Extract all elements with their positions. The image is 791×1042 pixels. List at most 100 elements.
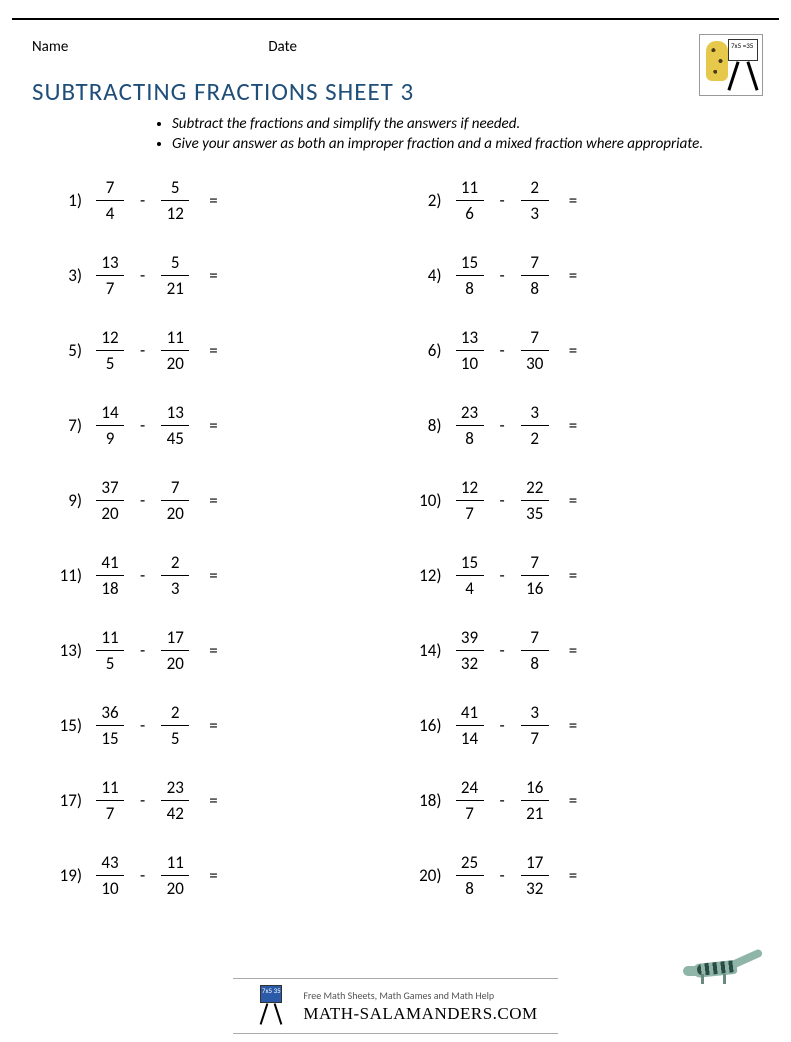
denominator: 10: [96, 875, 124, 899]
minus-operator: -: [140, 415, 145, 436]
worksheet-page: 7x5 =35 Name Date SUBTRACTING FRACTIONS …: [12, 18, 779, 899]
denominator: 14: [456, 725, 484, 749]
fraction-b: 720: [161, 477, 189, 524]
equals-sign: =: [209, 865, 217, 886]
numerator: 13: [97, 252, 122, 275]
instruction-item: Subtract the fractions and simplify the …: [172, 115, 759, 133]
problem-number: 12): [410, 565, 446, 586]
equals-sign: =: [569, 340, 577, 361]
minus-operator: -: [140, 265, 145, 286]
equals-sign: =: [209, 565, 217, 586]
numerator: 11: [97, 777, 122, 800]
problem-number: 8): [410, 415, 446, 436]
page-title: SUBTRACTING FRACTIONS SHEET 3: [32, 76, 759, 107]
numerator: 22: [522, 477, 547, 500]
numerator: 7: [526, 252, 543, 275]
fraction-b: 1345: [161, 402, 189, 449]
numerator: 12: [97, 327, 122, 350]
numerator: 3: [526, 402, 543, 425]
numerator: 11: [163, 852, 188, 875]
problem-number: 3): [50, 265, 86, 286]
denominator: 4: [456, 575, 484, 599]
footer-box: 7x5 35 Free Math Sheets, Math Games and …: [233, 978, 557, 1034]
fraction-a: 74: [96, 177, 124, 224]
fraction-a: 115: [96, 627, 124, 674]
denominator: 15: [96, 725, 124, 749]
minus-operator: -: [140, 340, 145, 361]
brand-logo-icon: 7x5 =35: [699, 34, 763, 96]
minus-operator: -: [140, 190, 145, 211]
denominator: 7: [456, 500, 484, 524]
problem-row: 4)158-78=: [410, 252, 760, 299]
date-label: Date: [268, 38, 297, 56]
problem-row: 5)125-1120=: [50, 327, 400, 374]
denominator: 5: [161, 725, 189, 749]
denominator: 4: [96, 200, 124, 224]
numerator: 36: [97, 702, 122, 725]
problem-row: 20)258-1732=: [410, 852, 760, 899]
minus-operator: -: [140, 715, 145, 736]
problem-row: 10)127-2235=: [410, 477, 760, 524]
denominator: 8: [456, 875, 484, 899]
numerator: 15: [457, 252, 482, 275]
fraction-b: 1120: [161, 852, 189, 899]
numerator: 7: [167, 477, 184, 500]
problem-number: 15): [50, 715, 86, 736]
denominator: 20: [161, 350, 189, 374]
fraction-a: 137: [96, 252, 124, 299]
denominator: 10: [456, 350, 484, 374]
minus-operator: -: [500, 640, 505, 661]
numerator: 11: [163, 327, 188, 350]
denominator: 35: [521, 500, 549, 524]
denominator: 2: [521, 425, 549, 449]
minus-operator: -: [140, 865, 145, 886]
equals-sign: =: [569, 265, 577, 286]
fraction-b: 716: [521, 552, 549, 599]
equals-sign: =: [569, 415, 577, 436]
denominator: 9: [96, 425, 124, 449]
denominator: 3: [521, 200, 549, 224]
numerator: 2: [167, 702, 184, 725]
numerator: 7: [526, 627, 543, 650]
minus-operator: -: [500, 865, 505, 886]
footer-tagline: Free Math Sheets, Math Games and Math He…: [303, 989, 537, 1002]
fraction-a: 154: [456, 552, 484, 599]
denominator: 32: [521, 875, 549, 899]
problem-row: 1)74-512=: [50, 177, 400, 224]
fraction-a: 158: [456, 252, 484, 299]
fraction-b: 1720: [161, 627, 189, 674]
fraction-b: 1621: [521, 777, 549, 824]
problem-row: 13)115-1720=: [50, 627, 400, 674]
numerator: 5: [167, 252, 184, 275]
problem-row: 16)4114-37=: [410, 702, 760, 749]
denominator: 20: [161, 650, 189, 674]
problem-row: 11)4118-23=: [50, 552, 400, 599]
denominator: 42: [161, 800, 189, 824]
numerator: 17: [522, 852, 547, 875]
equals-sign: =: [209, 265, 217, 286]
fraction-b: 23: [161, 552, 189, 599]
numerator: 17: [163, 627, 188, 650]
denominator: 5: [96, 350, 124, 374]
minus-operator: -: [500, 790, 505, 811]
numerator: 39: [457, 627, 482, 650]
numerator: 14: [97, 402, 122, 425]
fraction-b: 2235: [521, 477, 549, 524]
numerator: 15: [457, 552, 482, 575]
problem-number: 16): [410, 715, 446, 736]
equals-sign: =: [569, 190, 577, 211]
problem-number: 17): [50, 790, 86, 811]
minus-operator: -: [140, 640, 145, 661]
equals-sign: =: [209, 415, 217, 436]
denominator: 6: [456, 200, 484, 224]
logo-board-text: 7x5 =35: [728, 39, 758, 61]
denominator: 7: [96, 800, 124, 824]
problem-number: 2): [410, 190, 446, 211]
denominator: 8: [456, 275, 484, 299]
denominator: 12: [161, 200, 189, 224]
fraction-a: 127: [456, 477, 484, 524]
problem-row: 12)154-716=: [410, 552, 760, 599]
equals-sign: =: [569, 490, 577, 511]
footer-logo-icon: 7x5 35: [253, 985, 289, 1027]
denominator: 7: [456, 800, 484, 824]
